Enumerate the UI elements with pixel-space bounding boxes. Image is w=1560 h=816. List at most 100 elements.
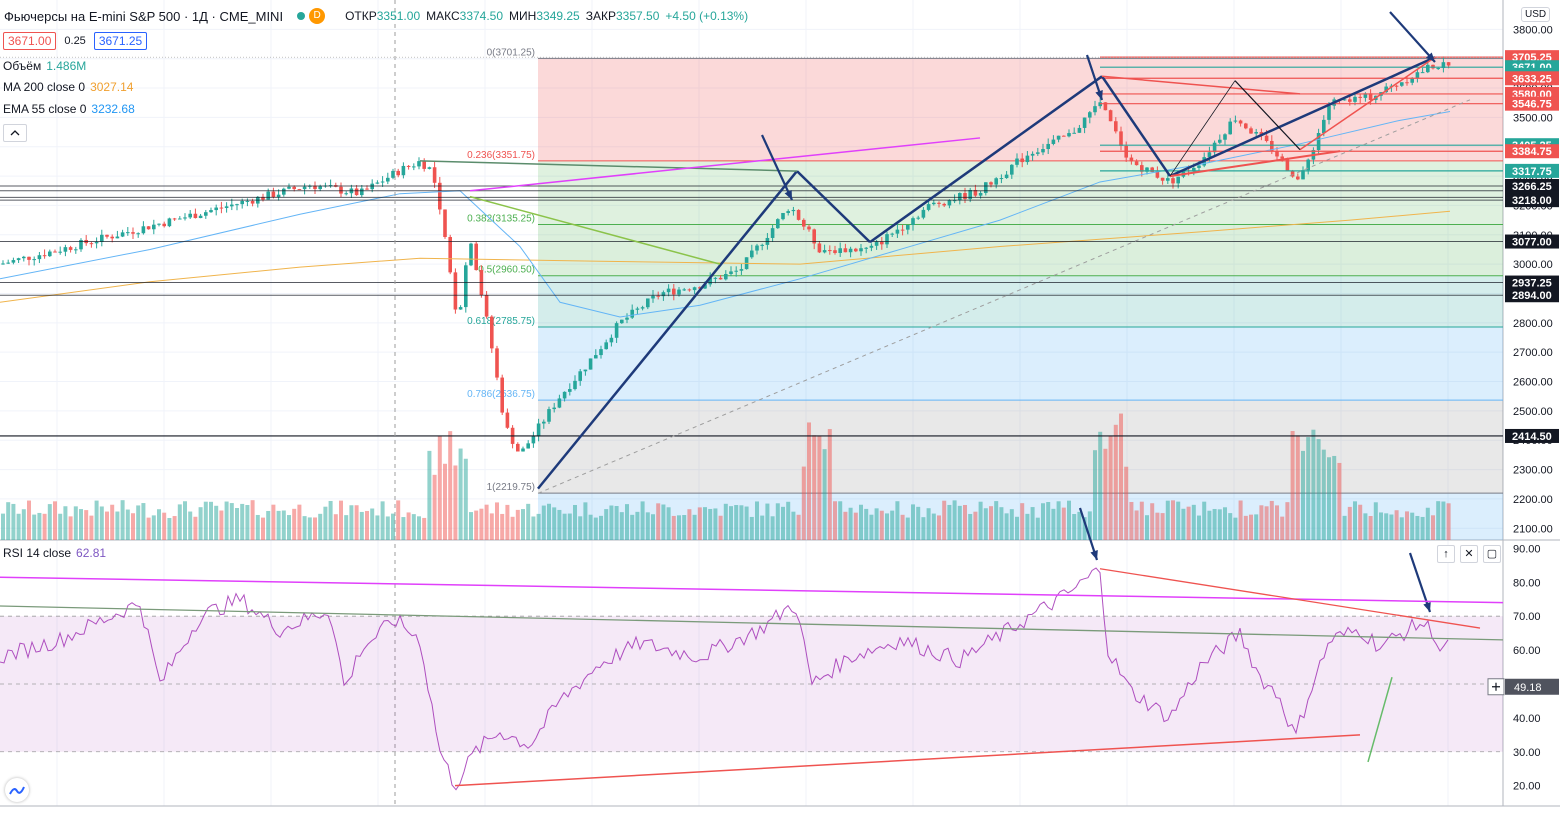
candle-body	[1041, 149, 1045, 153]
candle-body	[48, 251, 52, 257]
volume-bar	[1337, 462, 1342, 540]
candle-body	[942, 203, 946, 206]
candle-body	[167, 218, 172, 227]
rsi-tick-label: 40.00	[1513, 713, 1541, 725]
volume-bar	[1264, 506, 1269, 540]
candle-body	[53, 251, 57, 253]
quote-bar: 3671.00 0.25 3671.25	[3, 32, 148, 50]
volume-bar	[723, 503, 728, 540]
candle-body	[1030, 153, 1035, 156]
volume-bar	[1342, 515, 1347, 540]
candle-body	[895, 229, 900, 234]
candle-body	[105, 234, 109, 237]
candle-body	[1233, 120, 1238, 122]
volume-bar	[1202, 501, 1207, 540]
candle-body	[1316, 133, 1321, 151]
buy-button[interactable]: 3671.25	[93, 32, 148, 50]
candle-body	[1223, 134, 1227, 140]
ema55-legend[interactable]: EMA 55 close 0 3232.68	[3, 102, 135, 116]
candle-body	[1160, 177, 1165, 181]
candle-body	[718, 277, 723, 280]
rsi-legend[interactable]: RSI 14 close 62.81	[3, 546, 106, 560]
candle-body	[1082, 117, 1087, 128]
ma200-legend[interactable]: MA 200 close 0 3027.14	[3, 80, 133, 94]
legend-collapse-button[interactable]	[3, 124, 27, 142]
volume-bar	[1207, 510, 1212, 540]
volume-bar	[1233, 517, 1238, 540]
candle-body	[1114, 121, 1118, 132]
candle-body	[131, 232, 135, 234]
volume-bar	[463, 458, 468, 540]
candle-body	[1134, 161, 1139, 166]
candle-body	[926, 204, 931, 210]
price-tick-label: 3800.00	[1513, 24, 1553, 36]
candle-body	[365, 188, 369, 190]
candle-body	[1363, 93, 1368, 98]
volume-bar	[385, 516, 390, 540]
volume-bar	[557, 509, 562, 540]
volume-bar	[963, 504, 967, 540]
volume-bar	[957, 505, 962, 540]
candle-body	[625, 317, 629, 320]
volume-legend[interactable]: Объём 1.486M	[3, 59, 86, 73]
volume-bar	[489, 513, 494, 540]
candle-body	[115, 236, 120, 239]
candle-body	[1244, 123, 1248, 129]
volume-bar	[1009, 509, 1014, 540]
volume-bar	[1436, 501, 1441, 540]
volume-bar	[874, 508, 879, 540]
candle-body	[1306, 159, 1310, 171]
currency-button[interactable]: USD	[1521, 7, 1551, 22]
fib-zone	[538, 224, 1503, 276]
pane-maximize-button[interactable]: ▢	[1483, 545, 1501, 563]
candle-body	[786, 211, 790, 213]
candle-body	[141, 226, 146, 234]
candle-body	[651, 295, 655, 299]
rsi-tick-label: 20.00	[1513, 781, 1541, 793]
candle-body	[526, 443, 530, 449]
volume-bar	[713, 508, 718, 540]
price-tag-bg	[1505, 193, 1559, 208]
volume-bar	[365, 510, 369, 540]
volume-bar	[916, 506, 921, 540]
candle-body	[921, 209, 926, 218]
pane-close-button[interactable]: ✕	[1460, 545, 1478, 563]
volume-bar	[656, 503, 661, 540]
volume-bar	[661, 504, 666, 540]
sell-button[interactable]: 3671.00	[3, 32, 57, 50]
ma200-label: MA 200 close 0	[3, 80, 86, 94]
candle-body	[209, 210, 213, 213]
volume-bar	[21, 509, 26, 540]
volume-bar	[671, 515, 676, 540]
pane-move-up-button[interactable]: ↑	[1437, 545, 1455, 563]
candle-body	[505, 412, 510, 428]
volume-bar	[443, 463, 447, 540]
candle-body	[427, 167, 432, 169]
volume-bar	[1077, 511, 1082, 540]
candle-body	[542, 421, 546, 424]
volume-bar	[1327, 457, 1331, 540]
tradingview-logo-icon[interactable]	[5, 778, 29, 802]
candle-body	[724, 274, 728, 280]
fib-label: 0(3701.25)	[487, 47, 535, 58]
volume-bar	[744, 506, 749, 540]
volume-bar	[136, 505, 141, 540]
candle-body	[1322, 119, 1326, 134]
symbol-title[interactable]: Фьючерсы на E-mini S&P 500 · 1Д · CME_MI…	[4, 8, 284, 24]
volume-bar	[989, 506, 993, 540]
volume-bar	[1321, 449, 1326, 540]
candle-body	[734, 270, 738, 272]
volume-bar	[510, 516, 515, 540]
candle-body	[1072, 132, 1076, 134]
volume-bar	[1004, 513, 1009, 540]
candle-body	[1192, 167, 1196, 172]
volume-bar	[765, 503, 770, 540]
volume-bar	[708, 508, 713, 540]
volume-bar	[339, 500, 343, 540]
volume-bar	[1399, 517, 1404, 540]
candle-body	[339, 186, 343, 194]
candle-body	[1155, 171, 1160, 178]
volume-bar	[27, 500, 31, 540]
volume-bar	[1431, 515, 1435, 540]
